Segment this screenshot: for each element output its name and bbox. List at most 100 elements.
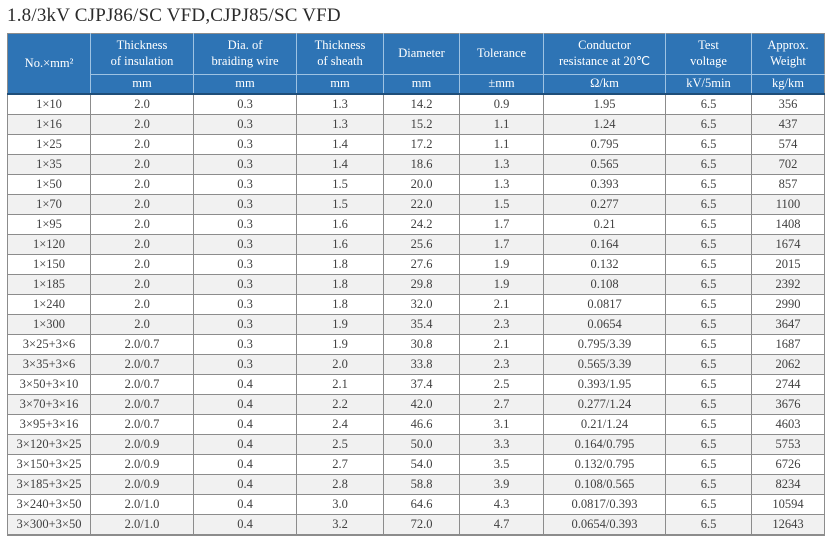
column-header-sheath-thickness: Thickness of sheath: [296, 33, 384, 75]
table-cell: 6.5: [665, 174, 752, 195]
table-cell: 0.3: [193, 154, 297, 175]
table-cell: 42.0: [383, 394, 460, 415]
table-cell: 2.3: [459, 314, 544, 335]
table-cell: 0.108/0.565: [543, 474, 666, 495]
table-row: 1×120 2.0 0.3 1.6 25.6 1.7 0.164 6.5 1674: [7, 234, 825, 255]
table-cell: 24.2: [383, 214, 460, 235]
table-cell: 3×300+3×50: [7, 514, 91, 536]
column-header-approx-weight: Approx. Weight: [751, 33, 825, 75]
table-row: 3×300+3×50 2.0/1.0 0.4 3.2 72.0 4.7 0.0654/0.3…: [7, 514, 825, 536]
table-cell: 0.3: [193, 334, 297, 355]
table-cell: 0.565: [543, 154, 666, 175]
table-cell: 1.3: [459, 154, 544, 175]
table-row: 1×240 2.0 0.3 1.8 32.0 2.1 0.0817 6.5 2990: [7, 294, 825, 315]
table-cell: 0.393/1.95: [543, 374, 666, 395]
table-cell: 3×70+3×16: [7, 394, 91, 415]
table-cell: 2.5: [296, 434, 384, 455]
table-cell: 2.0/1.0: [90, 514, 194, 536]
table-cell: 1.24: [543, 114, 666, 135]
table-row: 3×240+3×50 2.0/1.0 0.4 3.0 64.6 4.3 0.0817/0.3…: [7, 494, 825, 515]
table-cell: 2392: [751, 274, 825, 295]
table-row: 1×35 2.0 0.3 1.4 18.6 1.3 0.565 6.5 702: [7, 154, 825, 175]
column-header-diameter: Diameter: [383, 33, 460, 75]
table-cell: 857: [751, 174, 825, 195]
table-cell: 2.0/0.7: [90, 354, 194, 375]
table-cell: 1×16: [7, 114, 91, 135]
table-cell: 72.0: [383, 514, 460, 536]
table-cell: 0.3: [193, 354, 297, 375]
table-cell: 0.3: [193, 234, 297, 255]
table-cell: 2.0: [90, 314, 194, 335]
table-cell: 2.2: [296, 394, 384, 415]
table-cell: 14.2: [383, 93, 460, 115]
table-cell: 35.4: [383, 314, 460, 335]
table-cell: 2015: [751, 254, 825, 275]
table-row: 1×185 2.0 0.3 1.8 29.8 1.9 0.108 6.5 2392: [7, 274, 825, 295]
table-row: 1×150 2.0 0.3 1.8 27.6 1.9 0.132 6.5 2015: [7, 254, 825, 275]
table-cell: 1.3: [459, 174, 544, 195]
table-cell: 0.164: [543, 234, 666, 255]
table-cell: 20.0: [383, 174, 460, 195]
table-cell: 1.7: [459, 234, 544, 255]
table-cell: 1.1: [459, 134, 544, 155]
table-row: 3×150+3×25 2.0/0.9 0.4 2.7 54.0 3.5 0.132/0.79…: [7, 454, 825, 475]
table-row: 3×185+3×25 2.0/0.9 0.4 2.8 58.8 3.9 0.108/0.56…: [7, 474, 825, 495]
table-cell: 0.4: [193, 454, 297, 475]
table-cell: 2.0: [296, 354, 384, 375]
table-cell: 1.5: [459, 194, 544, 215]
table-cell: 3.3: [459, 434, 544, 455]
table-cell: 1.4: [296, 134, 384, 155]
table-cell: 702: [751, 154, 825, 175]
table-cell: 6.5: [665, 274, 752, 295]
table-cell: 17.2: [383, 134, 460, 155]
table-cell: 6.5: [665, 93, 752, 115]
table-cell: 0.4: [193, 494, 297, 515]
table-cell: 15.2: [383, 114, 460, 135]
unit-braiding-wire-dia: mm: [193, 74, 297, 95]
table-cell: 1×300: [7, 314, 91, 335]
table-cell: 6.5: [665, 194, 752, 215]
table-cell: 1×10: [7, 93, 91, 115]
table-cell: 5753: [751, 434, 825, 455]
table-cell: 33.8: [383, 354, 460, 375]
table-row: 1×25 2.0 0.3 1.4 17.2 1.1 0.795 6.5 574: [7, 134, 825, 155]
table-cell: 1.9: [296, 314, 384, 335]
table-cell: 6.5: [665, 434, 752, 455]
table-cell: 0.21: [543, 214, 666, 235]
table-cell: 1.9: [459, 254, 544, 275]
table-cell: 22.0: [383, 194, 460, 215]
table-cell: 3.5: [459, 454, 544, 475]
table-cell: 1.8: [296, 254, 384, 275]
table-cell: 1×50: [7, 174, 91, 195]
table-cell: 356: [751, 93, 825, 115]
table-cell: 0.277: [543, 194, 666, 215]
table-cell: 2990: [751, 294, 825, 315]
table-cell: 3.9: [459, 474, 544, 495]
table-cell: 3×120+3×25: [7, 434, 91, 455]
table-cell: 1×35: [7, 154, 91, 175]
table-cell: 6.5: [665, 254, 752, 275]
table-cell: 8234: [751, 474, 825, 495]
table-cell: 32.0: [383, 294, 460, 315]
table-cell: 0.0817/0.393: [543, 494, 666, 515]
table-cell: 0.3: [193, 194, 297, 215]
table-cell: 1×95: [7, 214, 91, 235]
table-cell: 0.4: [193, 514, 297, 536]
table-cell: 4.7: [459, 514, 544, 536]
table-cell: 6.5: [665, 414, 752, 435]
unit-insulation-thickness: mm: [90, 74, 194, 95]
table-cell: 0.795: [543, 134, 666, 155]
table-cell: 3676: [751, 394, 825, 415]
table-row: 3×70+3×16 2.0/0.7 0.4 2.2 42.0 2.7 0.277/1.24 6…: [7, 394, 825, 415]
table-row: 3×25+3×6 2.0/0.7 0.3 1.9 30.8 2.1 0.795/3.39 6.…: [7, 334, 825, 355]
table-cell: 2744: [751, 374, 825, 395]
table-cell: 3×35+3×6: [7, 354, 91, 375]
table-cell: 6.5: [665, 514, 752, 536]
table-row: 3×35+3×6 2.0/0.7 0.3 2.0 33.8 2.3 0.565/3.39 6.…: [7, 354, 825, 375]
table-row: 1×95 2.0 0.3 1.6 24.2 1.7 0.21 6.5 1408: [7, 214, 825, 235]
table-cell: 1.3: [296, 93, 384, 115]
table-cell: 3×25+3×6: [7, 334, 91, 355]
table-cell: 29.8: [383, 274, 460, 295]
table-cell: 6.5: [665, 454, 752, 475]
table-cell: 2.5: [459, 374, 544, 395]
